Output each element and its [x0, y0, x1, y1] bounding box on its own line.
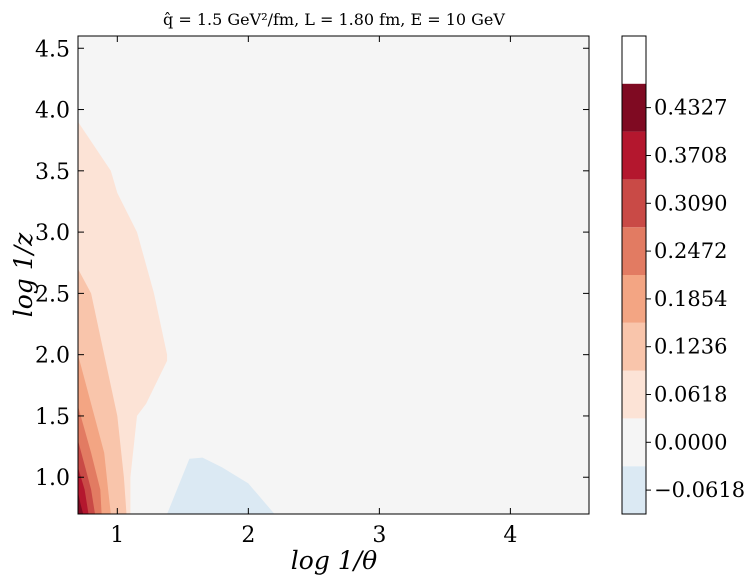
- x-tick-label: 1: [110, 523, 124, 548]
- y-tick-label: 4.5: [35, 37, 70, 62]
- y-tick-label: 2.0: [35, 344, 70, 369]
- colorbar-tick-label: 0.1236: [654, 335, 727, 359]
- y-axis-label: log 1/z: [9, 232, 38, 317]
- y-tick-label: 2.5: [35, 282, 70, 307]
- colorbar-tick-label: 0.0000: [654, 430, 727, 454]
- colorbar-ticks: −0.0618 0.0000 0.0618 0.1236 0.1854 0.2472 0.3…: [646, 96, 745, 502]
- contour-region-5: [78, 467, 89, 514]
- x-axis-ticks: 1 2 3 4: [110, 36, 517, 548]
- plot-frame: [77, 35, 590, 515]
- x-axis-label: log 1/θ: [291, 546, 377, 575]
- contour-region-7: [167, 457, 275, 514]
- colorbar-frame: [621, 35, 647, 515]
- colorbar: −0.0618 0.0000 0.0618 0.1236 0.1854 0.2472 0.3…: [621, 35, 745, 515]
- colorbar-tick-label: 0.3708: [654, 144, 727, 168]
- y-tick-label: 1.5: [35, 405, 70, 430]
- contour-region-6: [78, 491, 84, 514]
- colorbar-tick-label: 0.0618: [654, 383, 727, 407]
- colorbar-tick-label: 0.2472: [654, 239, 727, 263]
- y-tick-label: 3.0: [35, 221, 70, 246]
- colorbar-bands: [622, 83, 646, 514]
- y-tick-label: 1.0: [35, 466, 70, 491]
- colorbar-band: [622, 83, 646, 132]
- colorbar-band: [622, 131, 646, 180]
- x-tick-label: 4: [503, 523, 517, 548]
- colorbar-tick-label: 0.4327: [654, 96, 727, 120]
- colorbar-band: [622, 370, 646, 419]
- contour-regions: [78, 121, 275, 515]
- y-axis-ticks: 1.0 1.5 2.0 2.5 3.0 3.5 4.0 4.5: [35, 37, 589, 491]
- plot-area: 1 2 3 4 1.0 1.5 2.0 2.5 3.0 3.5 4.0 4.5: [35, 35, 590, 548]
- colorbar-band: [622, 322, 646, 371]
- x-tick-label: 3: [372, 523, 386, 548]
- colorbar-tick-label: 0.3090: [654, 191, 727, 215]
- colorbar-band: [622, 466, 646, 514]
- colorbar-tick-label: 0.1854: [654, 287, 727, 311]
- y-tick-label: 3.5: [35, 160, 70, 185]
- chart-title: q̂ = 1.5 GeV²/fm, L = 1.80 fm, E = 10 Ge…: [163, 10, 505, 29]
- x-tick-label: 2: [241, 523, 255, 548]
- colorbar-band: [622, 275, 646, 323]
- colorbar-band: [622, 418, 646, 467]
- colorbar-band: [622, 179, 646, 228]
- colorbar-band: [622, 227, 646, 275]
- colorbar-tick-label: −0.0618: [654, 478, 745, 502]
- y-tick-label: 4.0: [35, 99, 70, 124]
- plot-background: [78, 36, 589, 514]
